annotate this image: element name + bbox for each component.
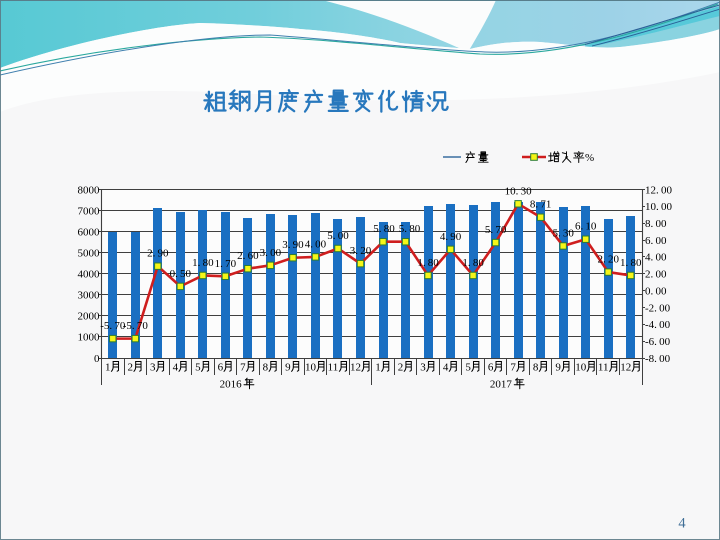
svg-text:2: 2 bbox=[398, 361, 404, 373]
svg-text:7000: 7000 bbox=[78, 205, 101, 217]
svg-text:3.20: 3. 20 bbox=[350, 245, 372, 257]
svg-text:7: 7 bbox=[510, 361, 516, 373]
svg-text:10: 10 bbox=[575, 361, 587, 373]
svg-text:1000: 1000 bbox=[78, 332, 101, 344]
svg-text:6: 6 bbox=[218, 361, 224, 373]
svg-text:2: 2 bbox=[128, 361, 134, 373]
svg-text:2000: 2000 bbox=[78, 311, 101, 323]
svg-text:5.80: 5. 80 bbox=[373, 223, 395, 235]
svg-text:5: 5 bbox=[195, 361, 201, 373]
svg-text:2.20: 2. 20 bbox=[597, 254, 619, 266]
svg-text:8: 8 bbox=[263, 361, 269, 373]
svg-text:3.00: 3. 00 bbox=[260, 247, 282, 259]
svg-text:10.00: 10. 00 bbox=[645, 201, 672, 213]
svg-text:4000: 4000 bbox=[78, 269, 101, 281]
svg-text:1.80: 1. 80 bbox=[417, 257, 439, 269]
svg-text:6.00: 6. 00 bbox=[645, 235, 667, 247]
svg-text:2017: 2017 bbox=[490, 378, 513, 390]
svg-text:0.50: 0. 50 bbox=[170, 268, 192, 280]
svg-text:5.70: 5. 70 bbox=[485, 224, 507, 236]
svg-text:8: 8 bbox=[533, 361, 539, 373]
svg-text:5000: 5000 bbox=[78, 247, 101, 259]
svg-text:1: 1 bbox=[375, 361, 381, 373]
svg-text:10: 10 bbox=[305, 361, 317, 373]
svg-text:2016: 2016 bbox=[220, 378, 243, 390]
svg-text:12: 12 bbox=[620, 361, 631, 373]
svg-text:8.00: 8. 00 bbox=[645, 218, 667, 230]
svg-text:5.30: 5. 30 bbox=[552, 227, 574, 239]
svg-text:6000: 6000 bbox=[78, 226, 101, 238]
svg-text:1.80: 1. 80 bbox=[192, 257, 214, 269]
svg-text:9: 9 bbox=[555, 361, 561, 373]
svg-text:3000: 3000 bbox=[78, 290, 101, 302]
svg-text:0.00: 0. 00 bbox=[645, 285, 667, 297]
svg-text:3: 3 bbox=[150, 361, 156, 373]
svg-text:5.80: 5. 80 bbox=[399, 223, 421, 235]
svg-text:7: 7 bbox=[240, 361, 246, 373]
svg-text:3: 3 bbox=[420, 361, 426, 373]
svg-text:4: 4 bbox=[173, 361, 179, 373]
svg-text:1.80: 1. 80 bbox=[462, 257, 484, 269]
svg-text:8000: 8000 bbox=[78, 184, 101, 196]
svg-text:12: 12 bbox=[350, 361, 361, 373]
svg-text:5: 5 bbox=[465, 361, 471, 373]
svg-text:6: 6 bbox=[488, 361, 494, 373]
svg-text:6.10: 6. 10 bbox=[575, 221, 597, 233]
svg-text:12.00: 12. 00 bbox=[645, 184, 672, 196]
svg-text:8.71: 8. 71 bbox=[530, 199, 551, 211]
svg-text:10.30: 10. 30 bbox=[505, 185, 532, 197]
svg-text:11: 11 bbox=[328, 361, 339, 373]
svg-text:4.00: 4. 00 bbox=[645, 252, 667, 264]
svg-text:2.90: 2. 90 bbox=[147, 248, 169, 260]
svg-text:2.60: 2. 60 bbox=[237, 250, 259, 262]
svg-text:5.00: 5. 00 bbox=[327, 230, 349, 242]
svg-text:%: % bbox=[585, 152, 594, 164]
svg-text:1.70: 1. 70 bbox=[215, 258, 237, 270]
svg-text:4.00: 4. 00 bbox=[305, 238, 327, 250]
svg-text:11: 11 bbox=[598, 361, 609, 373]
svg-text:4: 4 bbox=[443, 361, 449, 373]
svg-text:4: 4 bbox=[678, 516, 686, 532]
svg-text:4.90: 4. 90 bbox=[440, 231, 462, 243]
svg-text:3.90: 3. 90 bbox=[282, 239, 304, 251]
svg-text:1.80: 1. 80 bbox=[620, 257, 642, 269]
svg-text:0: 0 bbox=[94, 353, 100, 365]
svg-text:2.00: 2. 00 bbox=[645, 269, 667, 281]
svg-text:1: 1 bbox=[105, 361, 111, 373]
svg-text:9: 9 bbox=[285, 361, 291, 373]
